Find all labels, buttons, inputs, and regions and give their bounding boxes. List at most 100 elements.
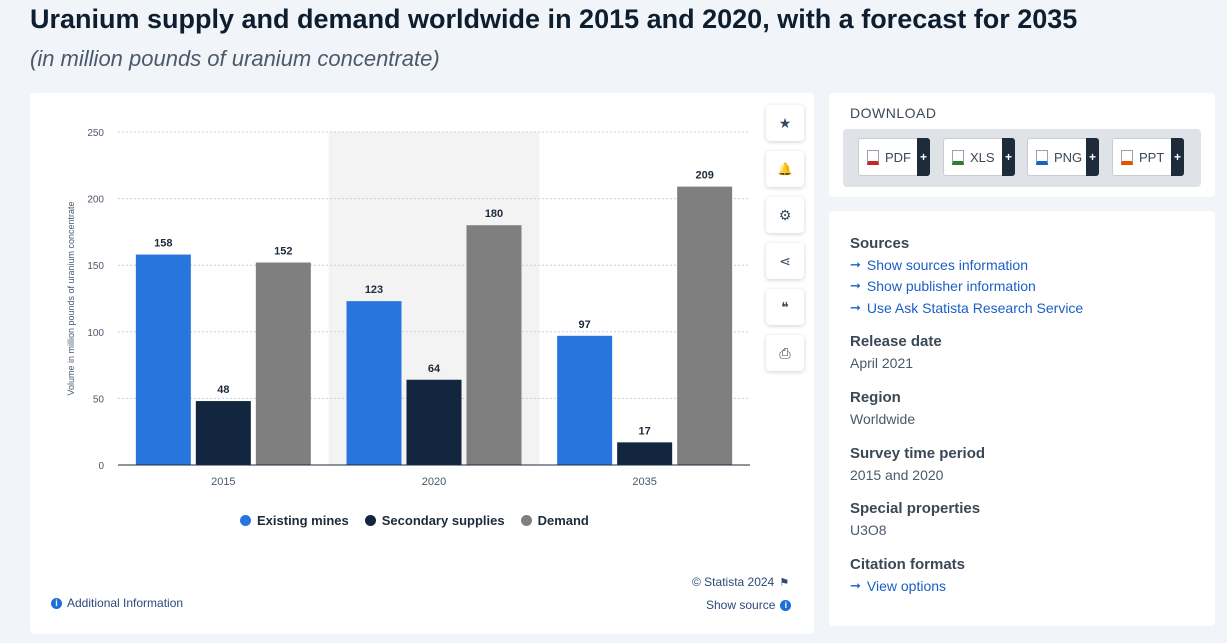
bar-secondary-supplies — [617, 442, 673, 465]
cite-button[interactable]: ❝ — [766, 289, 804, 325]
show-sources-link[interactable]: ➞ Show sources information — [850, 257, 1028, 273]
y-tick-label: 150 — [87, 261, 104, 272]
bar-demand — [466, 225, 522, 465]
download-bar: PDF + XLS + PNG + PPT + — [843, 129, 1201, 187]
show-source-link[interactable]: Show source i — [706, 598, 792, 612]
link-text: Use Ask Statista Research Service — [866, 300, 1084, 316]
star-icon: ★ — [778, 114, 792, 131]
info-card: Sources ➞ Show sources information ➞ Sho… — [829, 211, 1215, 626]
data-label: 64 — [428, 363, 441, 375]
x-tick-label: 2020 — [422, 476, 446, 488]
bar-demand — [255, 262, 311, 465]
legend-item-secondary-supplies[interactable]: Secondary supplies — [364, 513, 505, 528]
chart-legend: Existing mines Secondary supplies Demand — [240, 513, 589, 528]
bell-icon: 🔔 — [777, 162, 793, 176]
x-tick-label: 2035 — [632, 476, 656, 488]
flag-icon: ⚑ — [779, 576, 790, 589]
x-tick-label: 2015 — [211, 476, 235, 488]
bar-chart: 0 50 100 150 200 250 Volume in million pounds … — [66, 128, 750, 488]
bar-existing-mines — [346, 301, 402, 465]
y-axis-label: Volume in million pounds of uranium conc… — [66, 201, 76, 395]
arrow-right-icon: ➞ — [850, 278, 861, 293]
download-xls-button[interactable]: XLS + — [943, 138, 1015, 176]
region-value: Worldwide — [850, 411, 916, 427]
notification-button[interactable]: 🔔 — [766, 151, 804, 187]
quote-icon: ❝ — [781, 298, 789, 315]
settings-button[interactable]: ⚙ — [766, 197, 804, 233]
plus-icon: + — [1171, 138, 1184, 176]
sources-label: Sources — [850, 235, 910, 252]
bar-secondary-supplies — [406, 379, 462, 465]
legend-dot — [520, 515, 532, 526]
y-tick-label: 250 — [87, 128, 104, 139]
plus-icon: + — [917, 138, 930, 176]
arrow-right-icon: ➞ — [850, 300, 861, 315]
data-label: 152 — [274, 246, 292, 258]
survey-period-value: 2015 and 2020 — [850, 467, 944, 483]
release-date-value: April 2021 — [850, 355, 914, 371]
data-label: 97 — [579, 319, 591, 331]
link-text: Show publisher information — [866, 278, 1036, 294]
info-icon: i — [51, 597, 62, 609]
data-label: 17 — [639, 425, 651, 437]
legend-item-demand[interactable]: Demand — [520, 513, 589, 528]
download-png-label: PNG — [1054, 149, 1083, 165]
info-icon: i — [780, 599, 792, 611]
download-ppt-label: PPT — [1139, 149, 1165, 165]
additional-info-text: Additional Information — [67, 596, 184, 610]
legend-dot — [364, 515, 376, 526]
link-text: View options — [866, 578, 947, 594]
legend-label: Existing mines — [257, 513, 349, 528]
view-options-link[interactable]: ➞ View options — [850, 578, 946, 594]
y-tick-label: 50 — [93, 394, 105, 405]
favorite-button[interactable]: ★ — [766, 105, 804, 141]
legend-label: Secondary supplies — [381, 513, 505, 528]
legend-item-existing-mines[interactable]: Existing mines — [240, 513, 349, 528]
show-publisher-link[interactable]: ➞ Show publisher information — [850, 278, 1036, 294]
download-png-button[interactable]: PNG + — [1027, 138, 1099, 176]
download-card: DOWNLOAD PDF + XLS + PNG + PPT + — [829, 93, 1215, 197]
download-pdf-button[interactable]: PDF + — [858, 138, 930, 176]
arrow-right-icon: ➞ — [850, 578, 861, 593]
release-date-label: Release date — [850, 333, 942, 350]
data-label: 123 — [365, 284, 383, 296]
download-ppt-button[interactable]: PPT + — [1112, 138, 1184, 176]
download-title: DOWNLOAD — [850, 105, 937, 121]
legend-label: Demand — [537, 513, 589, 528]
additional-info-link[interactable]: i Additional Information — [51, 596, 183, 610]
bar-demand — [677, 186, 733, 465]
bar-secondary-supplies — [195, 401, 251, 465]
y-tick-label: 100 — [87, 328, 104, 339]
plus-icon: + — [1086, 138, 1099, 176]
citation-formats-label: Citation formats — [850, 556, 966, 573]
special-properties-label: Special properties — [850, 500, 981, 517]
copyright-link[interactable]: © Statista 2024 ⚑ — [692, 575, 789, 589]
pdf-file-icon — [867, 149, 879, 165]
page-subtitle: (in million pounds of uranium concentrat… — [30, 46, 440, 71]
data-label: 209 — [695, 170, 713, 182]
print-button[interactable]: ⎙ — [766, 335, 804, 371]
bar-existing-mines — [135, 254, 191, 465]
xls-file-icon — [952, 149, 964, 165]
copyright-text: © Statista 2024 — [692, 575, 775, 589]
arrow-right-icon: ➞ — [850, 257, 861, 272]
plus-icon: + — [1002, 138, 1015, 176]
link-text: Show sources information — [866, 257, 1028, 273]
ask-statista-link[interactable]: ➞ Use Ask Statista Research Service — [850, 300, 1083, 316]
share-button[interactable]: ⋖ — [766, 243, 804, 279]
data-label: 158 — [154, 238, 172, 250]
chart-card: 0 50 100 150 200 250 Volume in million pounds … — [30, 93, 814, 634]
print-icon: ⎙ — [779, 344, 791, 361]
survey-period-label: Survey time period — [850, 445, 986, 462]
page-title: Uranium supply and demand worldwide in 2… — [30, 4, 1078, 34]
data-label: 180 — [485, 208, 503, 220]
show-source-text: Show source — [706, 598, 776, 612]
bar-existing-mines — [557, 335, 613, 465]
special-properties-value: U3O8 — [850, 522, 887, 538]
png-file-icon — [1036, 149, 1048, 165]
share-icon: ⋖ — [779, 252, 791, 269]
chart-tools: ★ 🔔 ⚙ ⋖ ❝ ⎙ — [766, 105, 804, 381]
data-label: 48 — [217, 384, 229, 396]
y-tick-label: 0 — [98, 461, 104, 472]
y-tick-label: 200 — [87, 195, 104, 206]
